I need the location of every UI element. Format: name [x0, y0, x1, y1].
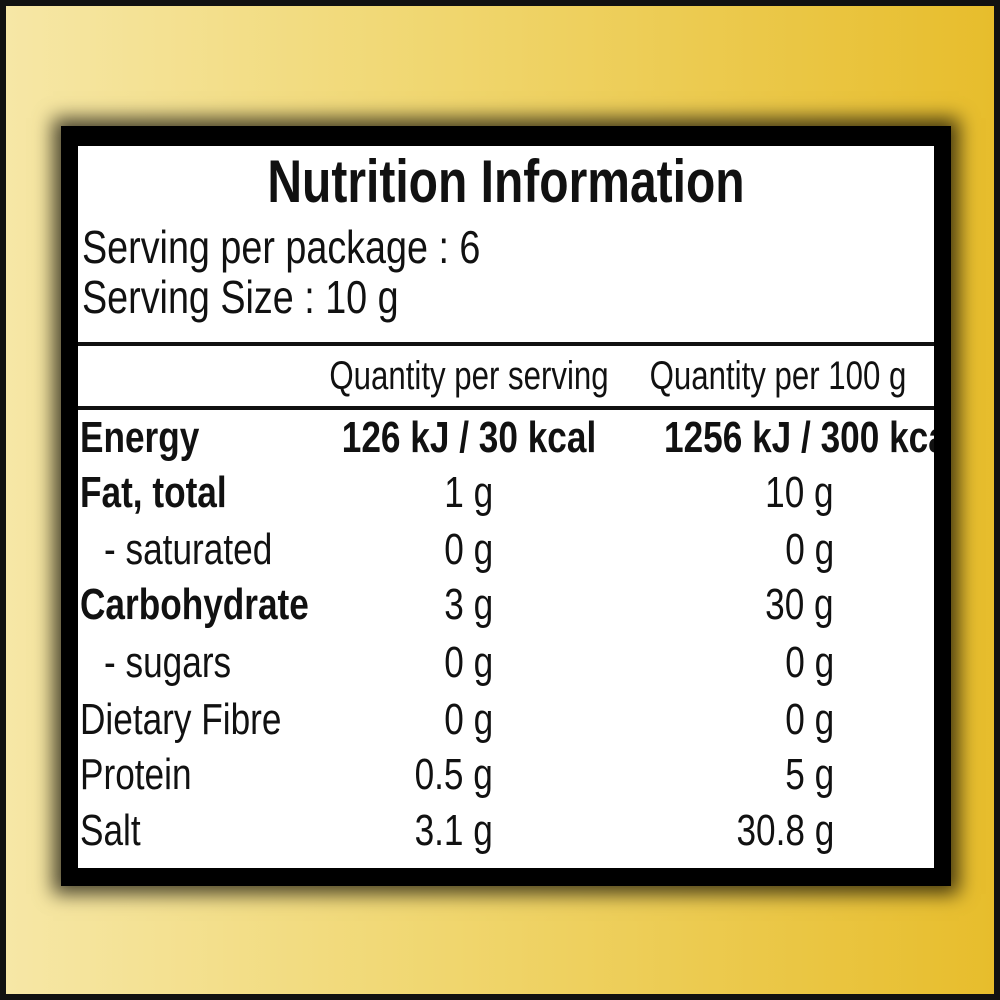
nutrient-label: Carbohydrate — [80, 580, 309, 629]
per-serving: 0 g — [444, 525, 493, 574]
per-100g: 30 g — [765, 580, 834, 629]
per-serving: 3 g — [444, 580, 493, 629]
nutrition-panel: Nutrition Information Serving per packag… — [78, 146, 934, 868]
column-header: Quantity per serving — [329, 354, 609, 398]
per-100g: 0 g — [785, 525, 834, 574]
per-serving: 0.5 g — [414, 750, 493, 799]
per-100g: 10 g — [765, 468, 834, 517]
per-100g: 5 g — [785, 750, 834, 799]
nutrient-label: Dietary Fibre — [80, 695, 282, 744]
per-serving: 126 kJ / 30 kcal — [341, 413, 597, 462]
nutrient-label: Salt — [80, 806, 141, 855]
column-header: Quantity per 100 g — [649, 354, 907, 398]
nutrient-label: Fat, total — [80, 468, 227, 517]
nutrient-label: - saturated — [104, 525, 273, 574]
per-serving: 0 g — [444, 638, 493, 687]
rule — [78, 342, 934, 346]
nutrient-label: Energy — [80, 413, 200, 462]
per-100g: 1256 kJ / 300 kcal — [664, 413, 934, 462]
rule — [78, 406, 934, 410]
per-100g: 30.8 g — [736, 806, 834, 855]
nutrient-label: Protein — [80, 750, 192, 799]
per-serving: 0 g — [444, 695, 493, 744]
nutrient-label: - sugars — [104, 638, 232, 687]
title: Nutrition Information — [267, 148, 745, 215]
per-serving: 1 g — [444, 468, 493, 517]
per-serving: 3.1 g — [414, 806, 493, 855]
serving-size: Serving Size : 10 g — [82, 271, 399, 323]
serving-per-package: Serving per package : 6 — [82, 221, 481, 273]
per-100g: 0 g — [785, 638, 834, 687]
per-100g: 0 g — [785, 695, 834, 744]
